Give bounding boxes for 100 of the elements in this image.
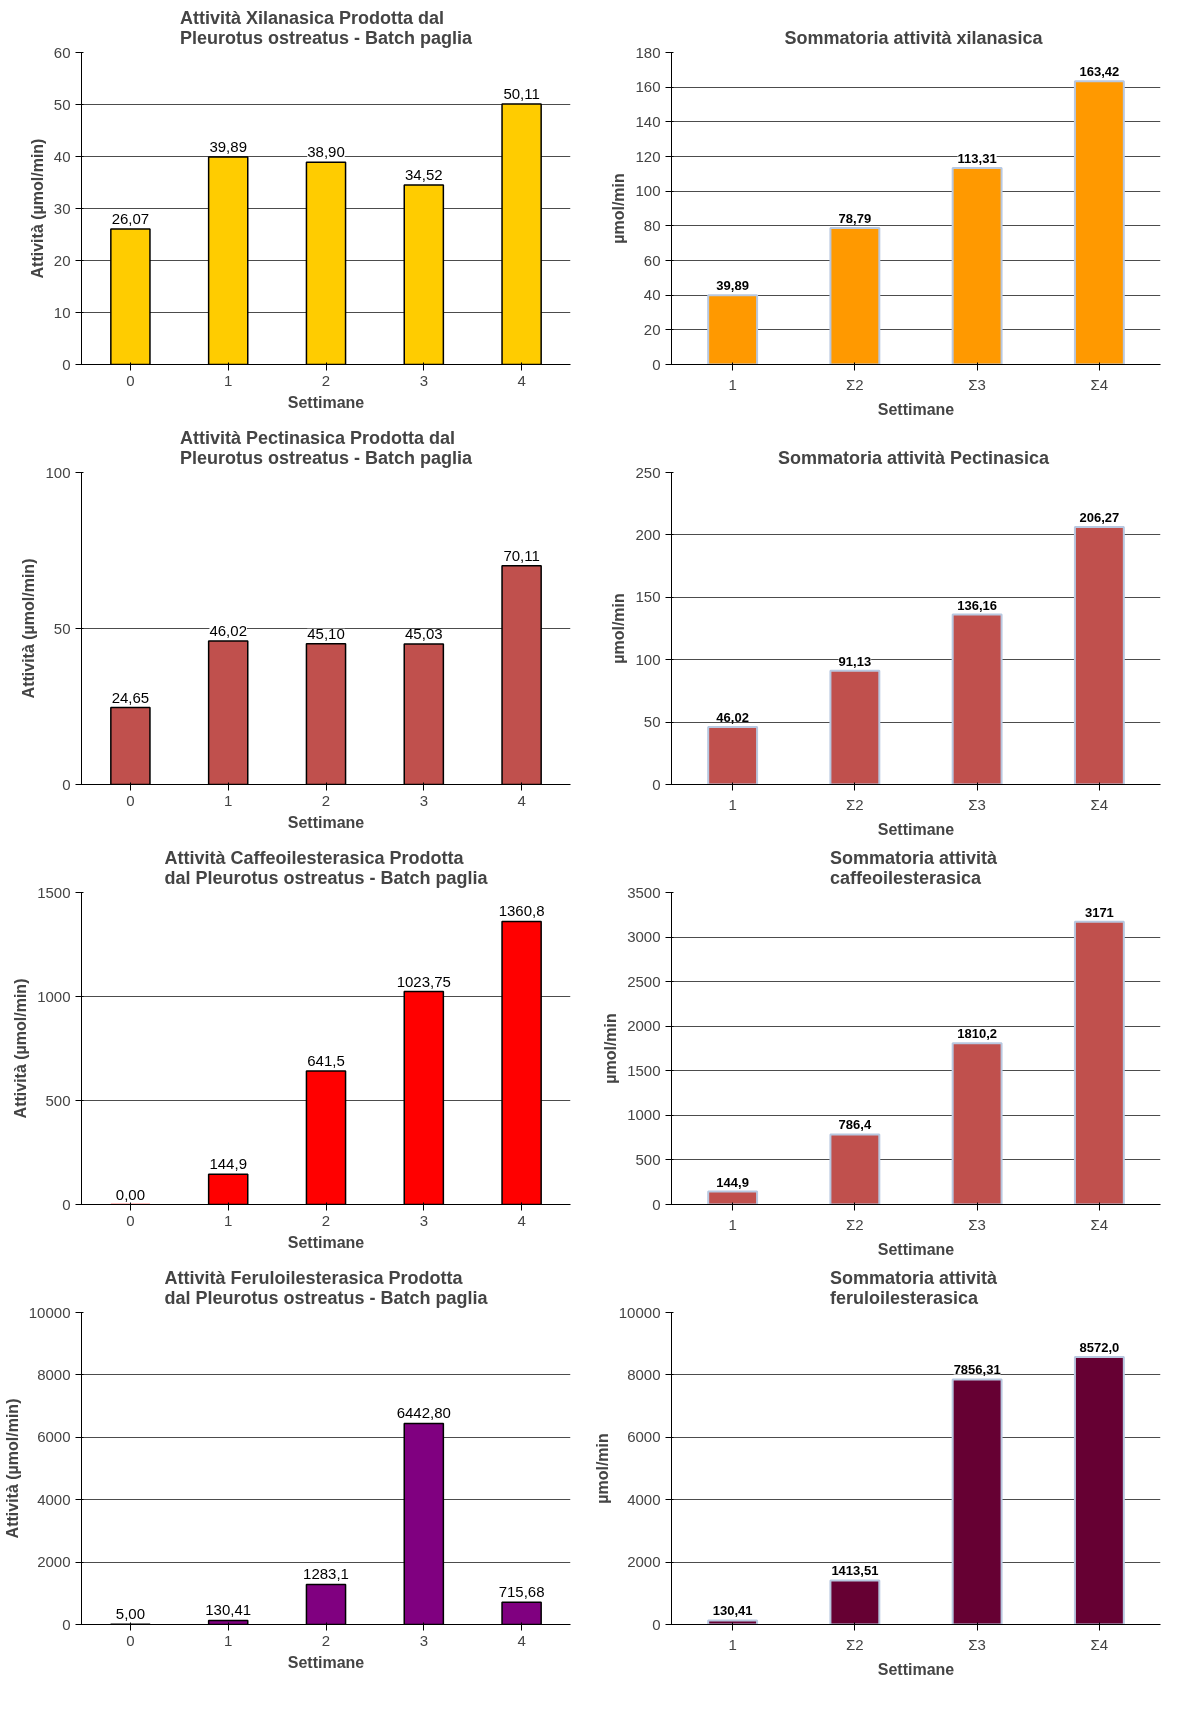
x-tick-label: 0 bbox=[126, 1211, 135, 1229]
x-axis-title: Settimane bbox=[287, 393, 365, 411]
data-label: 1023,75 bbox=[396, 972, 451, 990]
y-axis-title: µmol/min bbox=[602, 1013, 620, 1084]
data-label: 7856,31 bbox=[953, 1362, 1001, 1378]
x-tick-label: 1 bbox=[224, 791, 233, 809]
x-tick-label: 4 bbox=[517, 1631, 526, 1649]
chart-title: Attività Pectinasica Prodotta dal Pleurotus ostreatus - Batch paglia bbox=[179, 427, 474, 468]
x-tick-label: 3 bbox=[419, 1211, 428, 1229]
y-tick-label: 60 bbox=[643, 251, 661, 269]
data-label: 46,02 bbox=[209, 621, 247, 639]
data-label: 1413,51 bbox=[831, 1563, 879, 1579]
data-label: 78,79 bbox=[838, 210, 872, 226]
y-tick-label: 120 bbox=[635, 147, 661, 165]
y-tick-label: 0 bbox=[62, 775, 71, 793]
data-label: 1810,2 bbox=[957, 1026, 998, 1042]
data-label: 39,89 bbox=[209, 138, 247, 156]
y-tick-label: 20 bbox=[643, 320, 661, 338]
x-axis-title: Settimane bbox=[287, 1233, 365, 1251]
y-tick-label: 200 bbox=[635, 525, 661, 543]
y-tick-label: 500 bbox=[635, 1150, 661, 1168]
x-axis-title: Settimane bbox=[877, 400, 955, 418]
data-label: 50,11 bbox=[503, 84, 540, 102]
y-tick-label: 2000 bbox=[627, 1017, 661, 1035]
y-tick-label: 10000 bbox=[28, 1303, 71, 1321]
y-tick-label: 4000 bbox=[627, 1490, 661, 1508]
data-label: 26,07 bbox=[111, 209, 150, 227]
x-tick-label: 1 bbox=[224, 1631, 233, 1649]
data-label: 91,13 bbox=[838, 653, 872, 669]
chart-title: Sommatoria attività feruloilesterasica bbox=[829, 1267, 999, 1308]
y-tick-label: 2000 bbox=[627, 1553, 661, 1571]
y-tick-label: 50 bbox=[53, 95, 71, 113]
data-label: 1360,8 bbox=[498, 902, 545, 920]
y-tick-label: 100 bbox=[635, 650, 661, 668]
y-axis-title: µmol/min bbox=[610, 593, 628, 664]
x-tick-label: Σ4 bbox=[1090, 795, 1109, 813]
y-tick-label: 3000 bbox=[627, 928, 661, 946]
y-tick-label: 4000 bbox=[37, 1490, 71, 1508]
y-tick-label: 0 bbox=[652, 1615, 661, 1633]
x-tick-label: Σ2 bbox=[846, 795, 864, 813]
y-axis-title: Attività (µmol/min) bbox=[12, 978, 30, 1119]
y-tick-label: 20 bbox=[53, 251, 71, 269]
y-tick-label: 6000 bbox=[37, 1428, 71, 1446]
y-tick-label: 40 bbox=[643, 286, 661, 304]
y-tick-label: 8000 bbox=[37, 1365, 71, 1383]
y-axis-title: Attività (µmol/min) bbox=[20, 558, 38, 699]
x-tick-label: Σ3 bbox=[968, 1215, 986, 1233]
data-label: 641,5 bbox=[307, 1052, 345, 1070]
data-label: 45,03 bbox=[405, 625, 443, 643]
y-tick-label: 160 bbox=[635, 78, 661, 96]
x-axis-title: Settimane bbox=[877, 1240, 955, 1258]
x-tick-label: 3 bbox=[419, 791, 428, 809]
data-label: 130,41 bbox=[205, 1601, 252, 1619]
data-label: 163,42 bbox=[1079, 64, 1120, 80]
data-label: 0,00 bbox=[115, 1185, 146, 1203]
data-label: 24,65 bbox=[111, 688, 150, 706]
chart-title: Sommatoria attività caffeoilesterasica bbox=[829, 847, 999, 888]
x-tick-label: Σ3 bbox=[968, 375, 986, 393]
data-label: 136,16 bbox=[957, 597, 998, 613]
data-label: 45,10 bbox=[307, 624, 345, 642]
x-axis-title: Settimane bbox=[287, 813, 365, 831]
y-tick-label: 50 bbox=[53, 619, 71, 637]
x-tick-label: 1 bbox=[728, 375, 737, 393]
x-tick-label: Σ2 bbox=[846, 375, 864, 393]
y-tick-label: 2500 bbox=[627, 972, 661, 990]
y-tick-label: 10 bbox=[53, 303, 71, 321]
x-tick-label: 1 bbox=[224, 1211, 233, 1229]
y-tick-label: 0 bbox=[652, 355, 661, 373]
x-axis-title: Settimane bbox=[877, 1660, 955, 1678]
data-label: 113,31 bbox=[957, 151, 997, 167]
data-label: 6442,80 bbox=[396, 1404, 451, 1422]
y-tick-label: 8000 bbox=[627, 1365, 661, 1383]
y-tick-label: 0 bbox=[62, 1615, 71, 1633]
x-tick-label: 1 bbox=[728, 1635, 737, 1653]
data-label: 5,00 bbox=[115, 1605, 146, 1623]
y-tick-label: 250 bbox=[635, 463, 661, 481]
x-tick-label: 0 bbox=[126, 371, 135, 389]
x-tick-label: Σ2 bbox=[846, 1635, 864, 1653]
x-tick-label: 1 bbox=[728, 795, 737, 813]
x-tick-label: 1 bbox=[224, 371, 233, 389]
x-tick-label: Σ4 bbox=[1090, 375, 1109, 393]
x-tick-label: 2 bbox=[321, 791, 331, 809]
y-axis-title: Attività (µmol/min) bbox=[28, 138, 46, 279]
y-axis-title: Attività (µmol/min) bbox=[3, 1398, 21, 1539]
x-tick-label: 2 bbox=[321, 371, 331, 389]
data-label: 3171 bbox=[1084, 904, 1114, 920]
y-tick-label: 1000 bbox=[627, 1106, 661, 1124]
data-label: 715,68 bbox=[498, 1583, 545, 1601]
y-tick-label: 1500 bbox=[37, 883, 71, 901]
y-tick-label: 50 bbox=[643, 713, 661, 731]
x-tick-label: 4 bbox=[517, 1211, 526, 1229]
data-label: 46,02 bbox=[716, 710, 749, 726]
x-tick-label: Σ3 bbox=[968, 795, 986, 813]
data-label: 39,89 bbox=[716, 278, 749, 294]
y-tick-label: 0 bbox=[62, 1195, 71, 1213]
y-tick-label: 10000 bbox=[618, 1303, 661, 1321]
y-tick-label: 500 bbox=[45, 1091, 71, 1109]
y-axis-title: µmol/min bbox=[593, 1433, 611, 1504]
x-axis-title: Settimane bbox=[877, 820, 955, 838]
y-tick-label: 180 bbox=[635, 43, 661, 61]
